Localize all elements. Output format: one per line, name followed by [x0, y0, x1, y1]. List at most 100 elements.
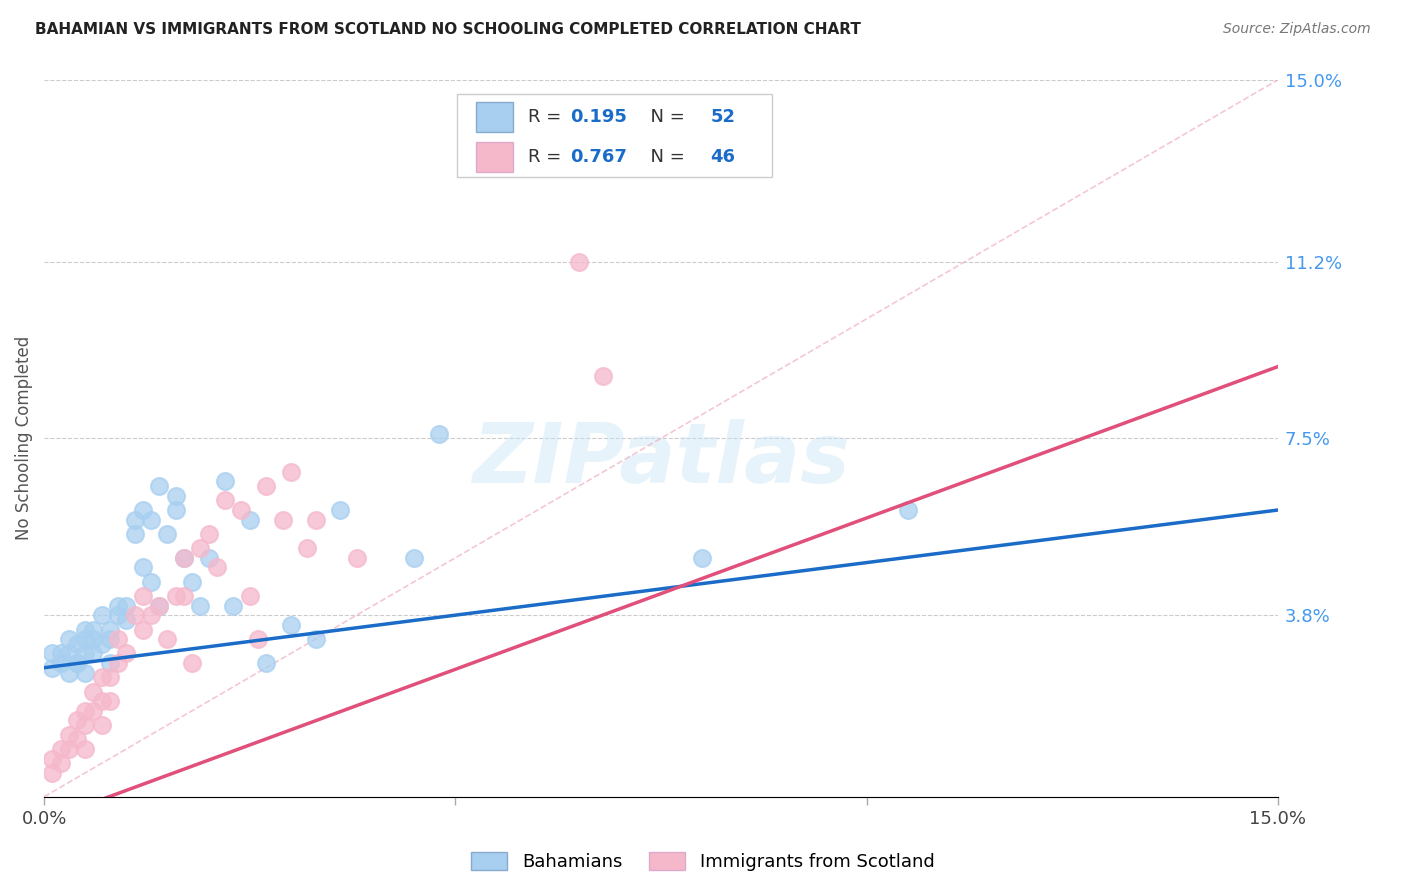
Point [214, 475, 236, 489]
Point [173, 550, 195, 565]
Y-axis label: No Schooling Completed: No Schooling Completed [15, 336, 32, 541]
Point [124, 513, 146, 527]
Text: Source: ZipAtlas.com: Source: ZipAtlas.com [1223, 22, 1371, 37]
Point [75, 665, 97, 680]
Point [115, 647, 138, 661]
Point [592, 369, 614, 384]
Point [132, 503, 155, 517]
Point [181, 656, 204, 670]
Point [165, 503, 187, 517]
Point [139, 574, 162, 589]
Point [90, 608, 112, 623]
Point [231, 503, 253, 517]
Point [107, 632, 129, 646]
Point [304, 513, 326, 527]
Point [132, 560, 155, 574]
Text: 0.767: 0.767 [569, 148, 627, 166]
Point [271, 513, 294, 527]
Point [124, 608, 146, 623]
Point [90, 694, 112, 708]
Point [246, 632, 269, 646]
Point [90, 637, 112, 651]
Point [49, 647, 72, 661]
Point [98, 623, 121, 637]
Point [58, 632, 80, 646]
Point [148, 599, 170, 613]
Point [139, 608, 162, 623]
Point [297, 541, 319, 556]
Point [197, 550, 219, 565]
Point [66, 637, 89, 651]
Point [66, 732, 89, 747]
Point [148, 599, 170, 613]
Point [107, 599, 129, 613]
Text: N =: N = [638, 148, 690, 166]
Point [75, 742, 97, 756]
Text: 52: 52 [710, 108, 735, 127]
Point [132, 623, 155, 637]
Point [66, 656, 89, 670]
Point [82, 704, 104, 718]
Point [75, 718, 97, 732]
Point [107, 656, 129, 670]
Point [98, 632, 121, 646]
Point [49, 742, 72, 756]
Point [165, 589, 187, 603]
Point [304, 632, 326, 646]
Point [49, 656, 72, 670]
Point [568, 254, 591, 268]
Point [98, 656, 121, 670]
Point [222, 599, 245, 613]
Point [139, 513, 162, 527]
Point [132, 589, 155, 603]
Point [98, 670, 121, 684]
Point [280, 465, 302, 479]
Text: R =: R = [527, 148, 567, 166]
Point [173, 589, 195, 603]
Point [41, 751, 63, 765]
Point [156, 632, 179, 646]
Point [181, 574, 204, 589]
Point [49, 756, 72, 771]
Text: 46: 46 [710, 148, 735, 166]
FancyBboxPatch shape [475, 142, 513, 172]
Point [254, 656, 277, 670]
Point [90, 718, 112, 732]
Point [58, 742, 80, 756]
Point [75, 704, 97, 718]
Point [41, 765, 63, 780]
Point [107, 608, 129, 623]
Point [41, 661, 63, 675]
Point [197, 527, 219, 541]
Point [82, 623, 104, 637]
Point [82, 647, 104, 661]
Point [173, 550, 195, 565]
Point [214, 493, 236, 508]
Text: 0.195: 0.195 [569, 108, 627, 127]
Point [254, 479, 277, 493]
Point [58, 647, 80, 661]
Point [165, 489, 187, 503]
Point [115, 613, 138, 627]
Point [115, 599, 138, 613]
Point [239, 513, 262, 527]
Point [41, 647, 63, 661]
Point [897, 503, 920, 517]
Point [66, 656, 89, 670]
Point [190, 599, 212, 613]
Point [58, 665, 80, 680]
Point [329, 503, 352, 517]
Point [82, 632, 104, 646]
Text: BAHAMIAN VS IMMIGRANTS FROM SCOTLAND NO SCHOOLING COMPLETED CORRELATION CHART: BAHAMIAN VS IMMIGRANTS FROM SCOTLAND NO … [35, 22, 860, 37]
Point [280, 617, 302, 632]
Point [148, 479, 170, 493]
Point [156, 527, 179, 541]
Point [239, 589, 262, 603]
Text: R =: R = [527, 108, 567, 127]
Point [205, 560, 228, 574]
Point [75, 647, 97, 661]
Point [58, 728, 80, 742]
Text: N =: N = [638, 108, 690, 127]
Point [75, 632, 97, 646]
Point [124, 527, 146, 541]
